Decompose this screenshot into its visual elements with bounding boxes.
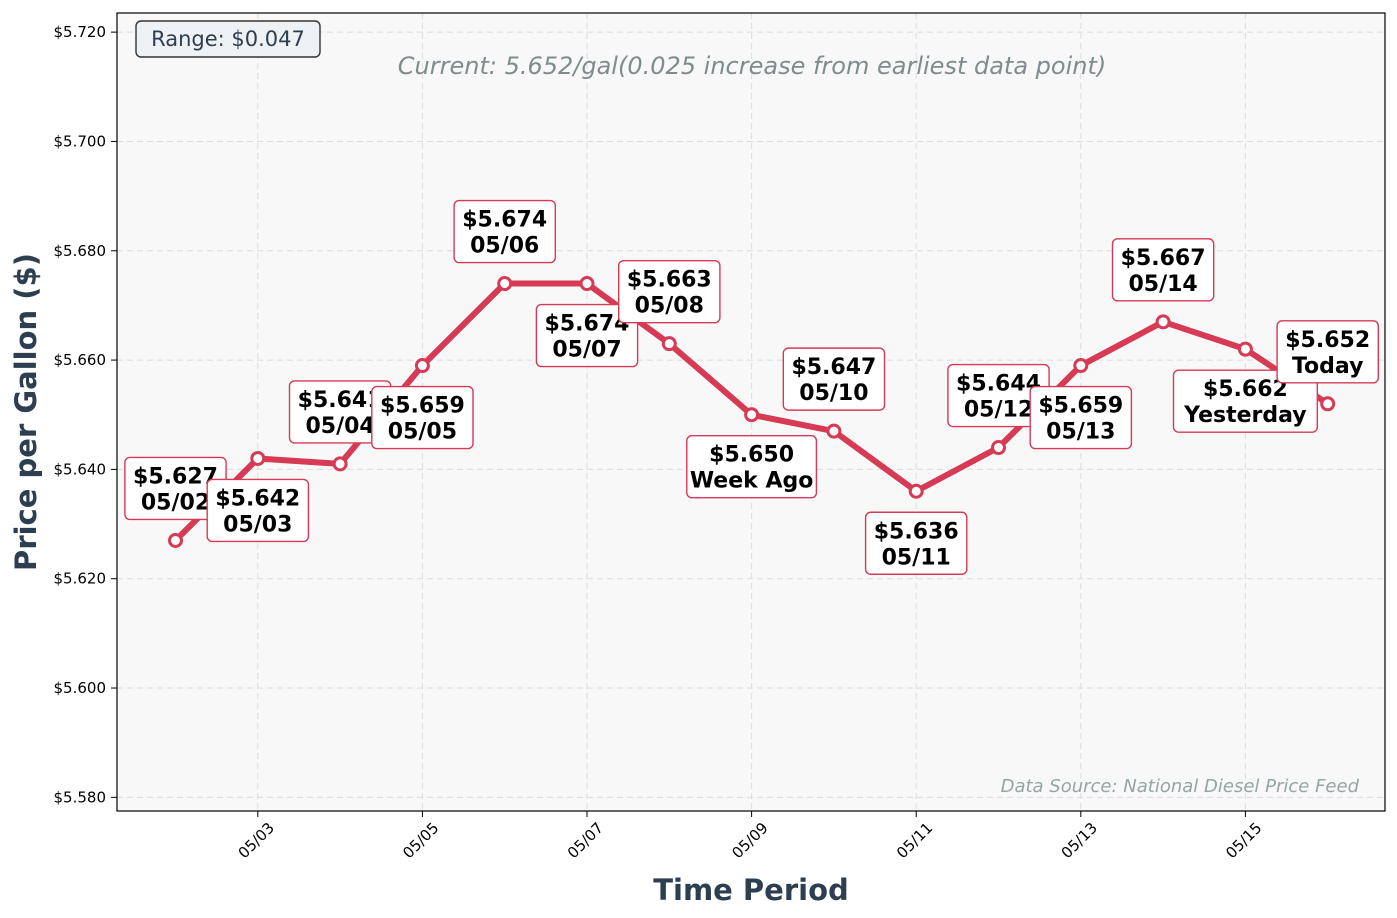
- data-label-price: $5.662: [1203, 377, 1288, 402]
- data-label-date: 05/14: [1128, 272, 1197, 297]
- data-label-date: 05/13: [1046, 420, 1115, 445]
- y-tick-label: $5.640: [54, 460, 107, 478]
- data-label-price: $5.663: [627, 268, 712, 293]
- x-tick-label: 05/07: [564, 819, 607, 862]
- data-label-price: $5.667: [1121, 246, 1206, 271]
- x-tick-label: 05/13: [1058, 819, 1101, 862]
- data-label-date: 05/11: [882, 545, 951, 570]
- data-label-date: 05/07: [552, 338, 621, 363]
- y-tick-label: $5.600: [54, 679, 107, 697]
- range-box: Range: $0.047: [135, 20, 321, 58]
- data-point-marker: [497, 276, 513, 292]
- data-label-date: 05/03: [223, 512, 292, 537]
- y-tick-label: $5.660: [54, 351, 107, 369]
- data-label-date: 05/06: [470, 234, 539, 259]
- data-label-box: [535, 303, 639, 368]
- data-label-price: $5.627: [133, 464, 218, 489]
- x-tick-label: 05/03: [235, 819, 278, 862]
- data-point-marker: [1155, 314, 1171, 330]
- data-label-box: [1111, 238, 1215, 302]
- data-point-marker: [744, 407, 760, 423]
- data-label-date: Today: [1292, 354, 1363, 379]
- data-label-price: $5.641: [298, 388, 383, 413]
- data-point-marker: [414, 358, 430, 374]
- data-label-date: Yesterday: [1183, 403, 1306, 428]
- data-label-date: 05/05: [388, 420, 457, 445]
- x-tick-label: 05/11: [893, 819, 936, 862]
- data-label-price: $5.644: [956, 372, 1041, 397]
- data-label-box: [686, 435, 818, 499]
- x-tick-label: 05/09: [728, 819, 771, 862]
- data-label-box: [453, 199, 557, 264]
- data-point-marker: [1237, 341, 1253, 357]
- data-label-box: [1276, 320, 1379, 384]
- data-point-marker: [168, 532, 183, 548]
- data-label-price: $5.674: [545, 312, 630, 337]
- data-label-date: Week Ago: [690, 469, 814, 494]
- data-label-date: 05/10: [799, 381, 868, 406]
- data-point-marker: [250, 450, 266, 466]
- data-label-price: $5.647: [791, 355, 876, 380]
- data-label-price: $5.659: [1038, 394, 1123, 419]
- data-point-marker: [661, 336, 677, 352]
- data-source-note: Data Source: National Diesel Price Feed: [1001, 776, 1360, 797]
- y-axis-title: Price per Gallon ($): [9, 253, 43, 571]
- data-label-box: [782, 347, 886, 411]
- data-label-date: 05/04: [305, 414, 374, 439]
- x-tick-label: 05/05: [399, 819, 442, 862]
- data-point-marker: [991, 440, 1006, 456]
- data-label-box: [618, 259, 721, 324]
- data-label-price: $5.674: [462, 208, 547, 233]
- data-label-box: [1029, 385, 1133, 450]
- data-label-price: $5.642: [215, 486, 300, 511]
- y-tick-label: $5.680: [54, 242, 107, 260]
- y-tick-label: $5.620: [54, 570, 107, 588]
- data-point-marker: [1320, 396, 1336, 412]
- y-tick-label: $5.700: [54, 132, 107, 150]
- data-label-price: $5.650: [709, 443, 794, 468]
- data-label-price: $5.659: [380, 394, 465, 419]
- current-price-note: Current: 5.652/gal(0.025 increase from e…: [398, 52, 1106, 80]
- data-point-marker: [332, 456, 348, 472]
- data-point-marker: [579, 276, 595, 292]
- data-label-date: 05/12: [964, 398, 1033, 423]
- data-label-box: [864, 511, 968, 575]
- plot-frame: [116, 12, 1386, 812]
- x-axis-title: Time Period: [653, 873, 849, 907]
- data-label-price: $5.652: [1285, 328, 1370, 353]
- y-tick-label: $5.580: [54, 788, 107, 806]
- data-label-box: [371, 385, 474, 450]
- data-point-marker: [908, 483, 924, 499]
- data-label-date: 05/02: [141, 490, 210, 515]
- data-label-box: [206, 478, 310, 543]
- range-text: Range: $0.047: [151, 27, 305, 51]
- y-tick-label: $5.720: [54, 23, 107, 41]
- data-label-box: [1172, 369, 1319, 433]
- data-label-price: $5.636: [874, 519, 959, 544]
- data-point-marker: [826, 423, 842, 439]
- data-label-date: 05/08: [635, 294, 704, 319]
- x-tick-label: 05/15: [1222, 819, 1265, 862]
- data-point-marker: [1073, 358, 1089, 374]
